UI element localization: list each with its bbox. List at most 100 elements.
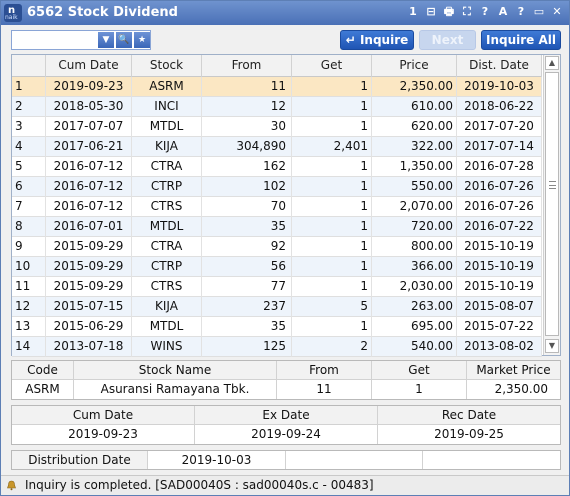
stock-detail-panel: Code Stock Name From Get Market Price AS… [11, 360, 561, 400]
row-index: 12 [12, 297, 46, 317]
cell-get: 1 [292, 217, 372, 237]
logo-text: naik [5, 14, 18, 21]
cell-dist-date: 2016-07-28 [457, 157, 542, 177]
help-icon[interactable]: ? [481, 5, 489, 18]
print-icon[interactable]: 🖶 [443, 5, 455, 18]
cell-stock: CTRA [132, 157, 202, 177]
detail-header-get: Get [372, 361, 467, 380]
rec-date-value: 2019-09-25 [434, 427, 504, 441]
dates-header-ex: Ex Date [195, 406, 378, 425]
table-row[interactable]: 1 2019-09-23 ASRM 11 1 2,350.00 2019-10-03 [12, 77, 542, 97]
cell-cum-date: 2017-06-21 [46, 137, 132, 157]
table-row[interactable]: 4 2017-06-21 KIJA 304,890 2,401 322.00 2017-07… [12, 137, 542, 157]
stock-search-box: ▼ 🔍 ★ [11, 30, 151, 50]
header-from[interactable]: From [202, 55, 292, 77]
cell-get: 1 [292, 117, 372, 137]
cell-price: 550.00 [372, 177, 457, 197]
cell-from: 77 [202, 277, 292, 297]
header-price[interactable]: Price [372, 55, 457, 77]
cell-stock: MTDL [132, 217, 202, 237]
cell-dist-date: 2017-07-20 [457, 117, 542, 137]
cell-get: 1 [292, 277, 372, 297]
font-icon[interactable]: A [498, 5, 508, 18]
cell-cum-date: 2015-07-15 [46, 297, 132, 317]
row-index: 3 [12, 117, 46, 137]
inquire-button[interactable]: ↵ Inquire [340, 30, 414, 50]
row-index: 14 [12, 337, 46, 357]
header-get[interactable]: Get [292, 55, 372, 77]
table-row[interactable]: 8 2016-07-01 MTDL 35 1 720.00 2016-07-22 [12, 217, 542, 237]
distribution-panel: Distribution Date 2019-10-03 [11, 450, 561, 470]
cell-get: 1 [292, 177, 372, 197]
table-row[interactable]: 11 2015-09-29 CTRS 77 1 2,030.00 2015-10-19 [12, 277, 542, 297]
cell-stock: WINS [132, 337, 202, 357]
table-row[interactable]: 9 2015-09-29 CTRA 92 1 800.00 2015-10-19 [12, 237, 542, 257]
scroll-thumb[interactable] [545, 72, 559, 336]
table-row[interactable]: 12 2015-07-15 KIJA 237 5 263.00 2015-08-07 [12, 297, 542, 317]
cell-from: 11 [202, 77, 292, 97]
info-icon[interactable]: ? [517, 5, 525, 18]
screen-number-icon[interactable]: 1 [409, 5, 417, 18]
cell-stock: CTRA [132, 237, 202, 257]
link-icon[interactable]: ⊟ [426, 5, 436, 18]
vertical-scrollbar[interactable]: ▲ ▼ [543, 55, 560, 355]
header-index [12, 55, 46, 77]
cell-from: 35 [202, 217, 292, 237]
detail-stock-name: Asuransi Ramayana Tbk. [74, 380, 277, 399]
inquire-all-button[interactable]: Inquire All [481, 30, 561, 50]
maximize-icon[interactable]: ▭ [533, 5, 545, 18]
cell-dist-date: 2015-10-19 [457, 257, 542, 277]
dropdown-icon[interactable]: ▼ [98, 32, 114, 48]
header-cum-date[interactable]: Cum Date [46, 55, 132, 77]
table-row[interactable]: 6 2016-07-12 CTRP 102 1 550.00 2016-07-26 [12, 177, 542, 197]
dates-header-cum: Cum Date [12, 406, 195, 425]
status-bar: Inquiry is completed. [SAD00040S : sad00… [1, 475, 569, 495]
cell-dist-date: 2018-06-22 [457, 97, 542, 117]
scroll-up-icon[interactable]: ▲ [545, 56, 559, 70]
row-index: 10 [12, 257, 46, 277]
app-logo: n naik [4, 4, 22, 22]
capture-icon[interactable]: ⛶ [463, 5, 471, 18]
row-index: 8 [12, 217, 46, 237]
search-icon[interactable]: 🔍 [116, 32, 132, 48]
cell-stock: CTRP [132, 177, 202, 197]
cell-dist-date: 2013-08-02 [457, 337, 542, 357]
detail-from: 11 [277, 380, 372, 399]
cell-dist-date: 2016-07-26 [457, 197, 542, 217]
cell-cum-date: 2017-07-07 [46, 117, 132, 137]
stock-code-input[interactable] [12, 31, 96, 49]
distribution-empty-1 [286, 451, 423, 469]
grip-icon [549, 181, 556, 189]
cell-get: 1 [292, 257, 372, 277]
table-row[interactable]: 14 2013-07-18 WINS 125 2 540.00 2013-08-02 [12, 337, 542, 357]
cell-dist-date: 2016-07-26 [457, 177, 542, 197]
close-icon[interactable]: ✕ [552, 5, 562, 18]
header-dist-date[interactable]: Dist. Date [457, 55, 542, 77]
next-button[interactable]: Next [419, 30, 476, 50]
detail-market-price: 2,350.00 [494, 382, 548, 396]
cell-price: 322.00 [372, 137, 457, 157]
cell-cum-date: 2016-07-12 [46, 197, 132, 217]
table-row[interactable]: 13 2015-06-29 MTDL 35 1 695.00 2015-07-22 [12, 317, 542, 337]
table-row[interactable]: 5 2016-07-12 CTRA 162 1 1,350.00 2016-07-28 [12, 157, 542, 177]
detail-code: ASRM [12, 380, 74, 399]
header-stock[interactable]: Stock [132, 55, 202, 77]
scroll-down-icon[interactable]: ▼ [545, 339, 559, 353]
cell-price: 366.00 [372, 257, 457, 277]
cell-dist-date: 2019-10-03 [457, 77, 542, 97]
table-row[interactable]: 7 2016-07-12 CTRS 70 1 2,070.00 2016-07-26 [12, 197, 542, 217]
cell-cum-date: 2018-05-30 [46, 97, 132, 117]
detail-header-from: From [277, 361, 372, 380]
logo-mark: n [8, 5, 16, 16]
table-row[interactable]: 10 2015-09-29 CTRP 56 1 366.00 2015-10-19 [12, 257, 542, 277]
table-row[interactable]: 3 2017-07-07 MTDL 30 1 620.00 2017-07-20 [12, 117, 542, 137]
distribution-date-value: 2019-10-03 [148, 451, 286, 469]
table-row[interactable]: 2 2018-05-30 INCI 12 1 610.00 2018-06-22 [12, 97, 542, 117]
favorite-star-icon[interactable]: ★ [134, 32, 150, 48]
cell-price: 1,350.00 [372, 157, 457, 177]
distribution-label: Distribution Date [12, 451, 148, 469]
cell-from: 162 [202, 157, 292, 177]
row-index: 2 [12, 97, 46, 117]
detail-header-stock-name: Stock Name [74, 361, 277, 380]
detail-get: 1 [372, 380, 467, 399]
